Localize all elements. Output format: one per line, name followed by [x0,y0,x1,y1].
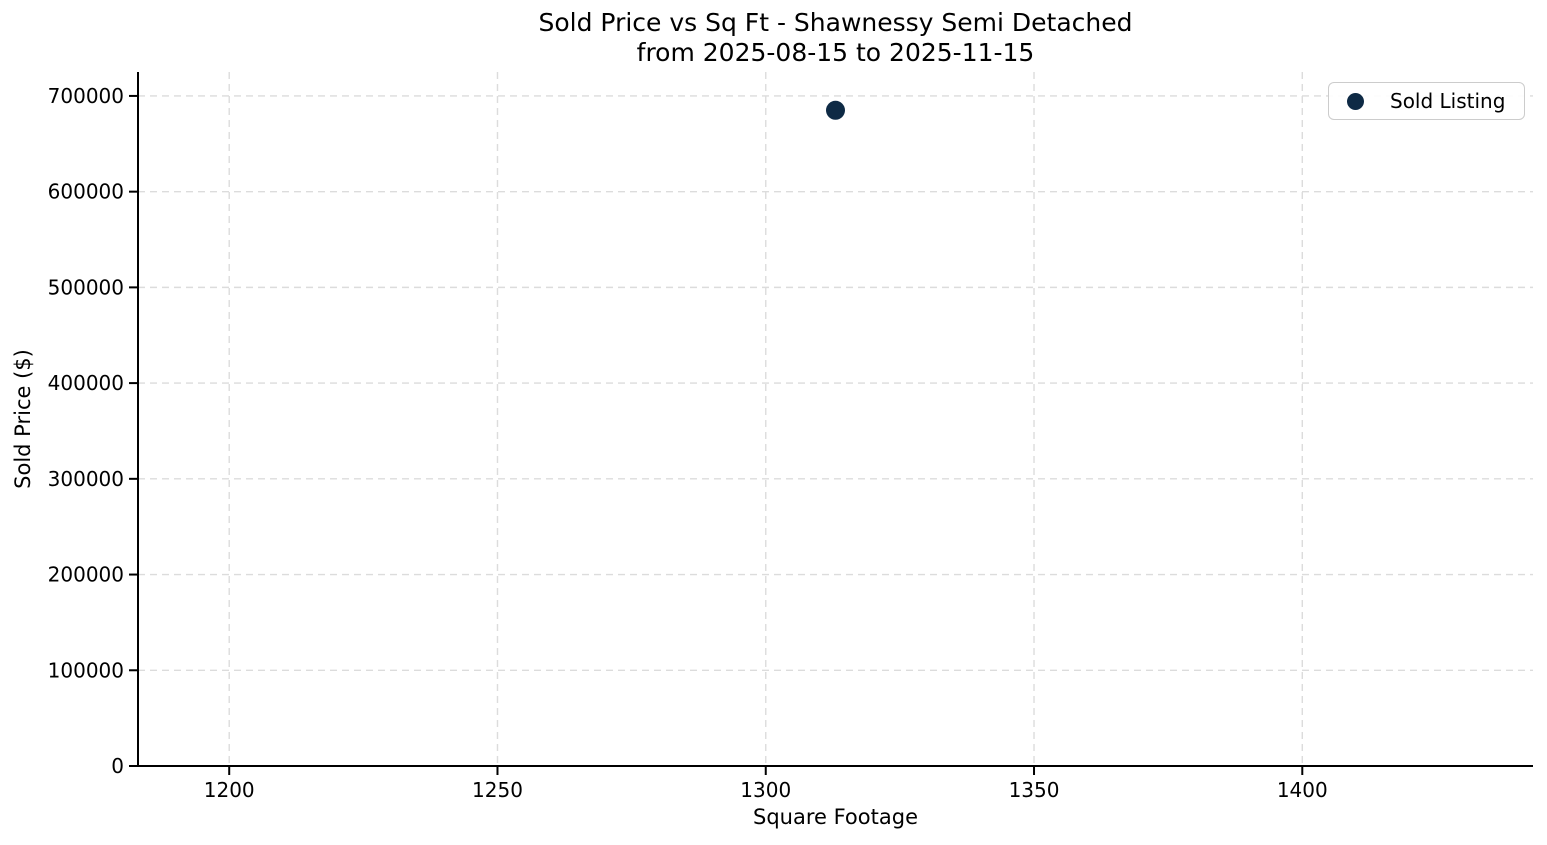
y-tick-label: 700000 [48,84,124,108]
x-tick-label: 1300 [740,778,791,802]
y-tick-label: 300000 [48,467,124,491]
y-tick-label: 600000 [48,180,124,204]
chart-title: Sold Price vs Sq Ft - Shawnessy Semi Det… [138,8,1533,68]
y-tick-label: 200000 [48,563,124,587]
x-tick-label: 1250 [472,778,523,802]
x-tick-label: 1350 [1009,778,1060,802]
x-tick-label: 1400 [1277,778,1328,802]
y-tick-label: 100000 [48,658,124,682]
y-tick-label: 400000 [48,371,124,395]
y-tick-label: 500000 [48,275,124,299]
x-tick-label: 1200 [204,778,255,802]
y-tick-label: 0 [111,754,124,778]
chart-title-line2: from 2025-08-15 to 2025-11-15 [636,38,1035,67]
legend: Sold Listing [1328,82,1525,120]
chart-title-line1: Sold Price vs Sq Ft - Shawnessy Semi Det… [538,8,1133,37]
legend-label: Sold Listing [1390,89,1506,113]
scatter-point [826,100,845,120]
legend-marker-icon [1347,92,1364,110]
x-axis-label: Square Footage [753,805,918,829]
